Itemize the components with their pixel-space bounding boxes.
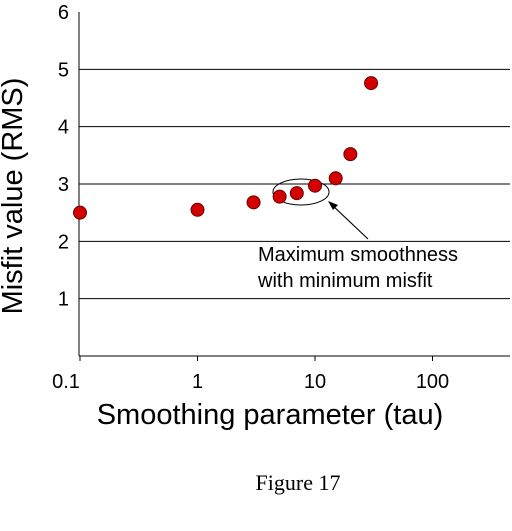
data-point [246,195,261,210]
annotation-line-2: with minimum misfit [257,270,433,292]
y-tick-label: 4 [58,117,69,139]
data-points [73,76,379,220]
annotation-ellipse [272,178,330,206]
annotation-line-1: Maximum smoothness [258,244,458,266]
x-tick-label: 10 [304,371,326,393]
y-tick-label: 2 [58,231,69,253]
y-axis-title: Misfit value (RMS) [0,78,29,315]
data-point [328,171,343,186]
y-tick-label: 5 [58,59,69,81]
data-point [272,189,287,204]
data-point [308,178,322,193]
data-point [73,205,87,220]
annotation-arrow [330,203,369,240]
data-point [289,186,304,201]
x-tick-label: 0.1 [52,371,80,393]
figure-caption: Figure 17 [256,470,341,495]
y-tick-label: 3 [58,174,69,196]
annotation: Maximum smoothness with minimum misfit [257,178,458,292]
annotation-arrowhead [328,201,338,210]
y-tick-labels: 1 2 3 4 5 6 [58,2,69,311]
x-tick-label: 1 [192,371,203,393]
grid-lines [79,68,510,300]
data-point [364,76,379,91]
x-tick-label: 100 [416,371,449,393]
x-axis-title: Smoothing parameter (tau) [97,399,444,431]
plot-frame [78,12,510,357]
x-tick-labels: 0.1 1 10 100 [52,356,449,393]
y-tick-label: 1 [58,289,69,311]
y-tick-label: 6 [58,2,69,24]
data-point [343,147,358,162]
data-point [190,202,205,217]
